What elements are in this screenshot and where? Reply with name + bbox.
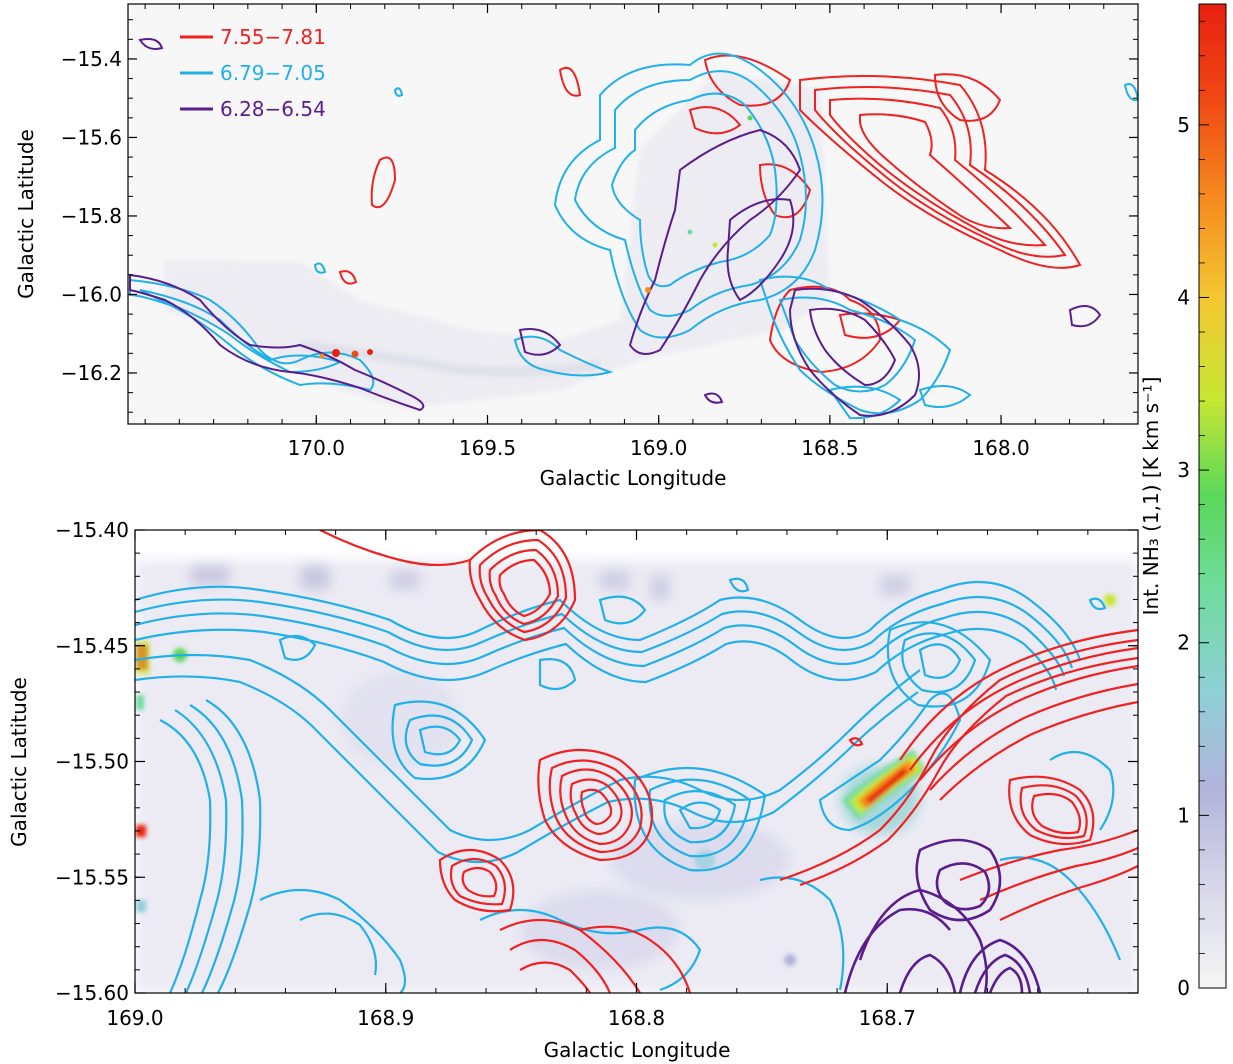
colorbar-tick-label: 3 <box>1177 458 1190 482</box>
top-red-contours <box>338 54 1082 374</box>
top-x-axis-title: Galactic Longitude <box>540 466 727 490</box>
colorbar-tick-label: 5 <box>1177 113 1190 137</box>
bottom-y-tick-label: −15.45 <box>55 634 129 658</box>
top-y-axis-ticks: −15.4 −15.6 −15.8 −16.0 −16.2 <box>61 19 1138 413</box>
colorbar-bar <box>1198 3 1227 989</box>
top-x-tick-label: 168.5 <box>801 436 858 460</box>
bottom-y-axis-ticks: −15.40 −15.45 −15.50 −15.55 −15.60 <box>55 518 1138 1005</box>
bottom-y-axis-title: Galactic Latitude <box>7 677 31 847</box>
bottom-x-tick-label: 168.7 <box>859 1006 916 1030</box>
top-x-axis-ticks: 170.0 169.5 169.0 168.5 168.0 <box>144 4 1139 460</box>
top-y-axis-title: Galactic Latitude <box>14 129 38 299</box>
top-emission-map <box>165 70 830 408</box>
bottom-x-tick-label: 168.9 <box>357 1006 414 1030</box>
top-plot-frame <box>127 3 1139 425</box>
legend-label: 7.55−7.81 <box>220 25 326 49</box>
top-contours <box>129 38 1138 420</box>
bottom-x-axis-title: Galactic Longitude <box>544 1038 731 1062</box>
top-x-tick-label: 170.0 <box>288 436 345 460</box>
top-y-tick-label: −15.8 <box>61 204 122 228</box>
colorbar-ticks: 0 1 2 3 4 5 <box>1177 20 1209 1000</box>
top-y-tick-label: −16.2 <box>61 361 122 385</box>
top-legend: 7.55−7.81 6.79−7.05 6.28−6.54 <box>180 25 326 121</box>
bottom-emission-map <box>135 560 1138 993</box>
bottom-x-tick-label: 168.8 <box>608 1006 665 1030</box>
bottom-panel: 169.0 168.9 168.8 168.7 −15.40−15.45−15.50−… <box>7 518 1139 1062</box>
colorbar-tick-label: 1 <box>1177 803 1190 827</box>
bottom-x-tick-label: 169.0 <box>106 1006 163 1030</box>
bottom-purple-contours <box>843 838 1042 993</box>
bottom-y-tick-label: −15.40 <box>55 518 129 542</box>
top-y-tick-label: −16.0 <box>61 282 122 306</box>
top-panel: 170.0 169.5 169.0 168.5 168.0 −15.4−15.6−15.… <box>14 3 1139 490</box>
colorbar-title-text: Int. NH₃ (1,1) [K km s⁻¹] <box>1139 377 1163 616</box>
colorbar: 0 1 2 3 4 5 Int. NH₃ (1,1) [K km s⁻¹] <box>1139 3 1227 1000</box>
legend-label: 6.28−6.54 <box>220 97 326 121</box>
top-x-tick-label: 169.0 <box>630 436 687 460</box>
bottom-contours <box>135 530 1138 993</box>
bottom-cyan-contours <box>135 577 1122 993</box>
bottom-red-contours <box>319 530 1138 993</box>
top-x-tick-label: 168.0 <box>972 436 1029 460</box>
top-x-tick-label: 169.5 <box>459 436 516 460</box>
colorbar-title: Int. NH₃ (1,1) [K km s⁻¹] <box>1139 377 1163 616</box>
bottom-x-axis-ticks: 169.0 168.9 168.8 168.7 <box>106 530 1139 1030</box>
top-cores <box>319 115 753 359</box>
bottom-y-tick-label: −15.55 <box>55 865 129 889</box>
bottom-y-tick-label: −15.50 <box>55 750 129 774</box>
top-y-tick-label: −15.6 <box>61 125 122 149</box>
colorbar-tick-label: 0 <box>1177 976 1190 1000</box>
top-y-tick-label: −15.4 <box>61 47 122 71</box>
bottom-y-tick-label: −15.60 <box>55 981 129 1005</box>
colorbar-tick-label: 2 <box>1177 631 1190 655</box>
colorbar-tick-label: 4 <box>1177 285 1190 309</box>
legend-label: 6.79−7.05 <box>220 61 326 85</box>
